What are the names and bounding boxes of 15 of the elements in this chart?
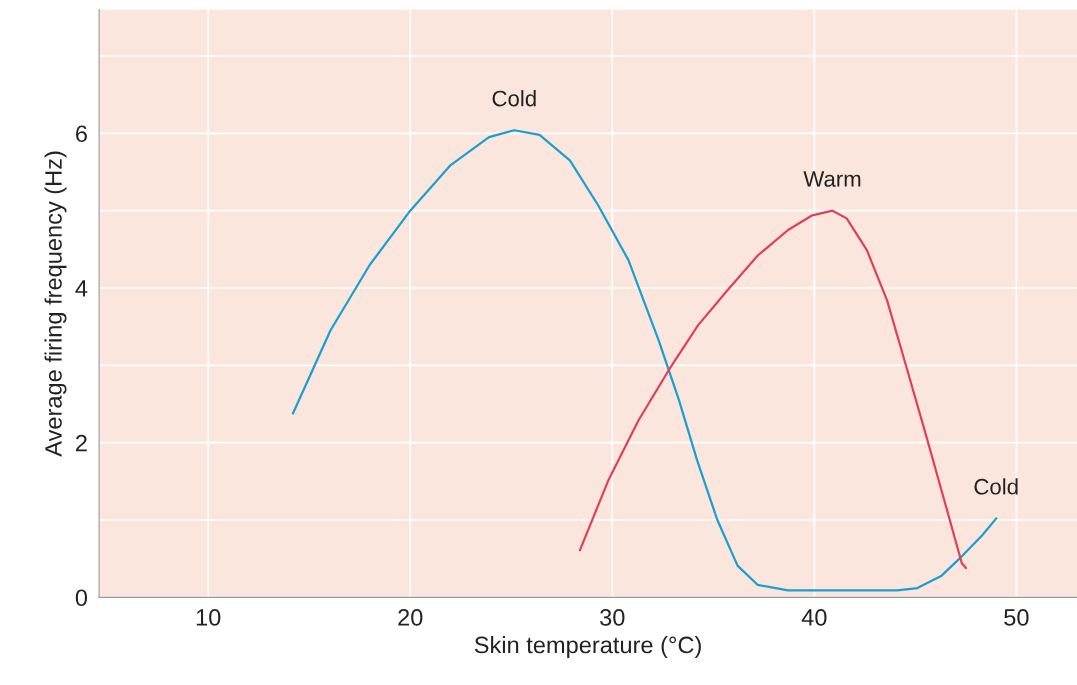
x-tick-label: 20	[398, 609, 423, 626]
annotation: Cold	[974, 478, 1018, 495]
annotation: Warm	[803, 171, 861, 187]
x-tick-label: 50	[1004, 609, 1029, 626]
y-tick-label: 0	[75, 589, 88, 607]
x-tick-label: 30	[600, 609, 625, 626]
x-tick-label: 10	[196, 609, 221, 626]
y-tick-label: 4	[75, 280, 88, 297]
y-tick-label: 6	[76, 125, 87, 143]
annotation: Cold	[492, 90, 536, 107]
x-axis-title: Skin temperature (°C)	[474, 636, 701, 659]
y-tick-label: 2	[76, 434, 87, 452]
y-axis-title: Average firing frequency (Hz)	[44, 151, 67, 457]
x-tick-label: 40	[801, 609, 827, 626]
line-series	[578, 209, 967, 570]
